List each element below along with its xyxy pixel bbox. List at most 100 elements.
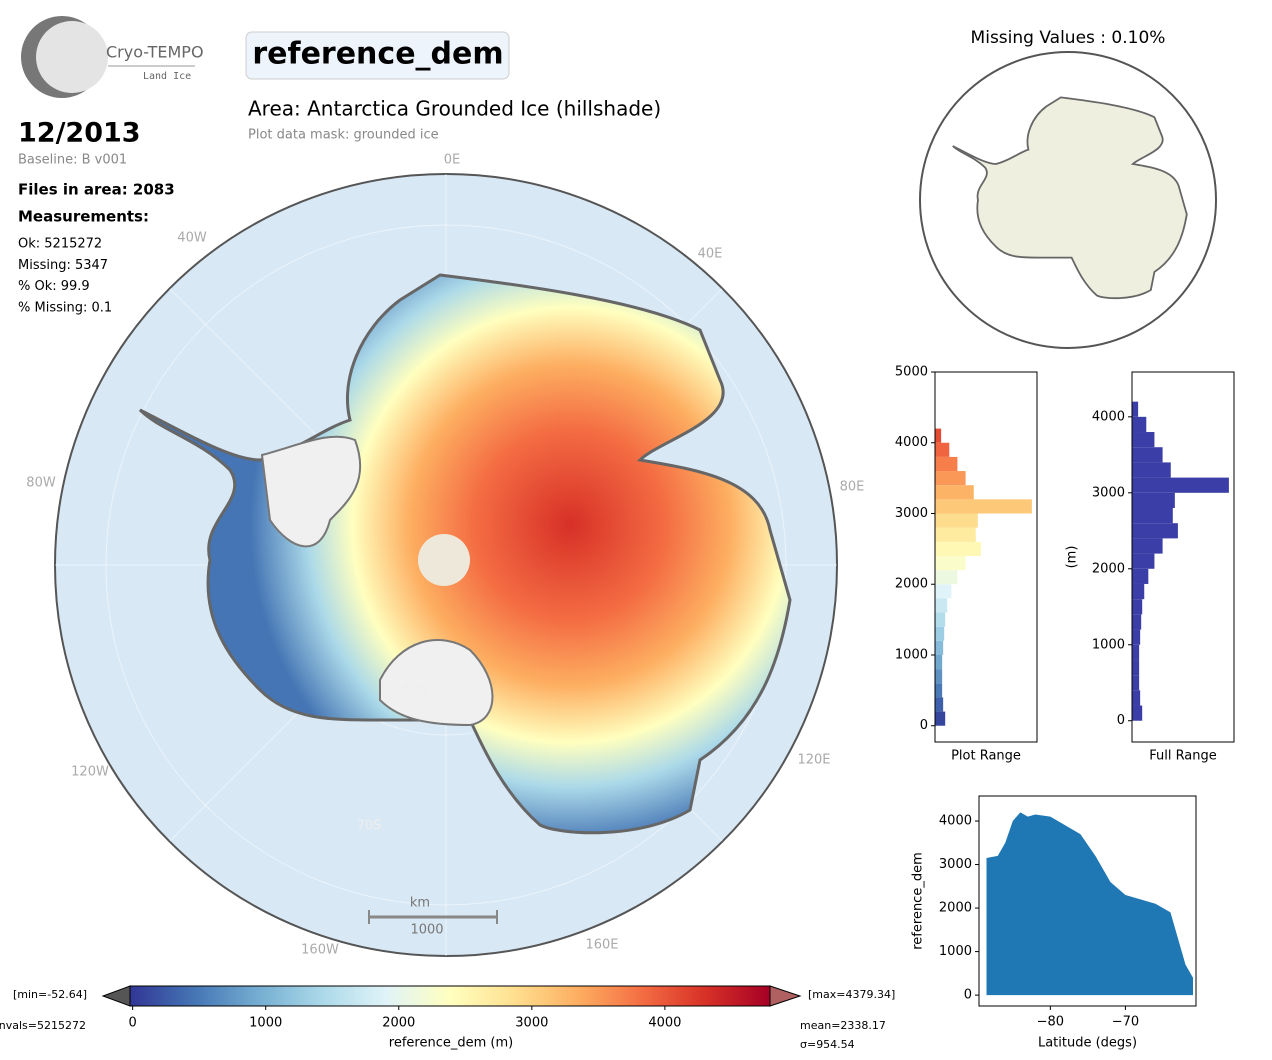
y-tick-label: 2000 — [1092, 561, 1125, 576]
histogram-bar — [1132, 583, 1145, 600]
title-box — [245, 31, 510, 80]
stat: Missing: 5347 — [18, 258, 108, 273]
histogram-bar — [1132, 447, 1163, 463]
lon-label: 120W — [71, 765, 109, 780]
lon-label: 40E — [698, 247, 723, 262]
mask-text: Plot data mask: grounded ice — [248, 128, 439, 143]
y-tick-label: 4000 — [1092, 409, 1125, 424]
colorbar-label: reference_dem (m) — [389, 1036, 513, 1051]
y-axis-label: (m) — [1065, 546, 1080, 569]
x-tick-label: 1000 — [249, 1016, 282, 1031]
sd-label: σ=954.54 — [800, 1038, 855, 1051]
y-tick-label: 1000 — [895, 647, 928, 662]
y-tick-label: 1000 — [1092, 637, 1125, 652]
lon-label: 80W — [26, 476, 56, 491]
files: Files in area: 2083 — [18, 181, 175, 199]
histogram-bar — [935, 471, 966, 486]
y-tick-label: 4000 — [939, 814, 972, 829]
stat: Ok: 5215272 — [18, 237, 102, 252]
min-label: [min=-52.64] — [13, 988, 87, 1001]
lon-label: 160W — [301, 943, 339, 958]
histogram-bar — [935, 442, 950, 457]
y-tick-label: 2000 — [895, 577, 928, 592]
histogram-bar — [1132, 659, 1140, 676]
colorbar — [129, 985, 771, 1007]
logo-subtitle: Land Ice — [143, 71, 191, 82]
lat-label: 70S — [357, 819, 382, 834]
histogram-bar — [1132, 690, 1141, 706]
histogram-bar — [1132, 614, 1142, 630]
histogram-bar — [935, 527, 976, 542]
lon-label: 120E — [797, 753, 830, 768]
scale-unit: km — [410, 896, 430, 911]
colorbar-under — [101, 985, 131, 1007]
y-tick-label: 1000 — [939, 944, 972, 959]
axes-frame — [934, 371, 1038, 743]
histogram-bar — [1132, 599, 1143, 615]
colorbar-over — [769, 985, 802, 1007]
nvals-label: nvals=5215272 — [0, 1019, 86, 1032]
measurements-title: Measurements: — [18, 208, 149, 226]
histogram-bar — [1132, 416, 1147, 433]
logo: Cryo-TEMPO Land Ice — [21, 16, 204, 98]
histogram-bar — [935, 669, 943, 684]
missing-map — [919, 51, 1217, 349]
histogram-bar — [935, 654, 943, 670]
histogram-bar — [1132, 538, 1163, 554]
parameter-title: reference_dem — [252, 37, 503, 72]
x-axis-label: Plot Range — [951, 749, 1021, 764]
histogram-bar — [935, 555, 966, 571]
x-tick-label: 2000 — [382, 1016, 415, 1031]
lon-label: 80E — [840, 480, 865, 495]
y-tick-label: 3000 — [939, 857, 972, 872]
histogram-bar — [1132, 462, 1171, 478]
scatter-area — [986, 812, 1193, 996]
histogram-bar — [1132, 553, 1155, 569]
y-tick-label: 0 — [920, 718, 928, 733]
stat: % Missing: 0.1 — [18, 300, 112, 315]
histogram-bar — [935, 485, 974, 500]
histogram-bar — [935, 683, 943, 698]
histogram-bar — [935, 711, 946, 726]
histogram-bar — [935, 626, 945, 641]
histogram-bar — [1132, 492, 1175, 508]
area-title: Area: Antarctica Grounded Ice (hillshade… — [248, 97, 661, 121]
y-tick-label: 0 — [1117, 713, 1125, 728]
date: 12/2013 — [18, 118, 141, 149]
scale-value: 1000 — [410, 923, 443, 938]
x-tick-label: −70 — [1112, 1015, 1139, 1030]
mean-label: mean=2338.17 — [800, 1019, 886, 1032]
histogram-bar — [1132, 644, 1140, 660]
histogram-bar — [1132, 629, 1141, 645]
lon-label: 0E — [444, 153, 461, 168]
histogram-bar — [1132, 432, 1155, 448]
histogram-bar — [935, 513, 978, 528]
y-axis-label: reference_dem — [911, 852, 926, 950]
histogram-bar — [935, 640, 944, 655]
lon-label: 40W — [177, 231, 207, 246]
y-tick-label: 3000 — [895, 506, 928, 521]
lat-label: 80S — [402, 683, 427, 698]
histogram-bar — [1132, 401, 1139, 417]
axes-frame — [978, 795, 1197, 1007]
histogram-bar — [1132, 523, 1178, 539]
histogram-bar — [935, 612, 946, 627]
histogram-bar — [935, 598, 948, 613]
histogram-bar — [1132, 568, 1149, 584]
histogram-bar — [1132, 675, 1140, 691]
max-label: [max=4379.34] — [808, 988, 895, 1001]
histogram-bar — [935, 697, 944, 712]
x-tick-label: 0 — [129, 1016, 137, 1031]
histogram-bar — [935, 428, 942, 443]
x-axis-label: Latitude (degs) — [1038, 1036, 1137, 1051]
baseline: Baseline: B v001 — [18, 153, 127, 168]
y-tick-label: 3000 — [1092, 485, 1125, 500]
histogram-bar — [935, 456, 958, 472]
missing-title: Missing Values : 0.10% — [971, 28, 1166, 48]
histogram-bar — [935, 570, 958, 585]
histogram-bar — [1132, 507, 1173, 524]
x-tick-label: 3000 — [515, 1016, 548, 1031]
histogram-bar — [935, 584, 952, 599]
